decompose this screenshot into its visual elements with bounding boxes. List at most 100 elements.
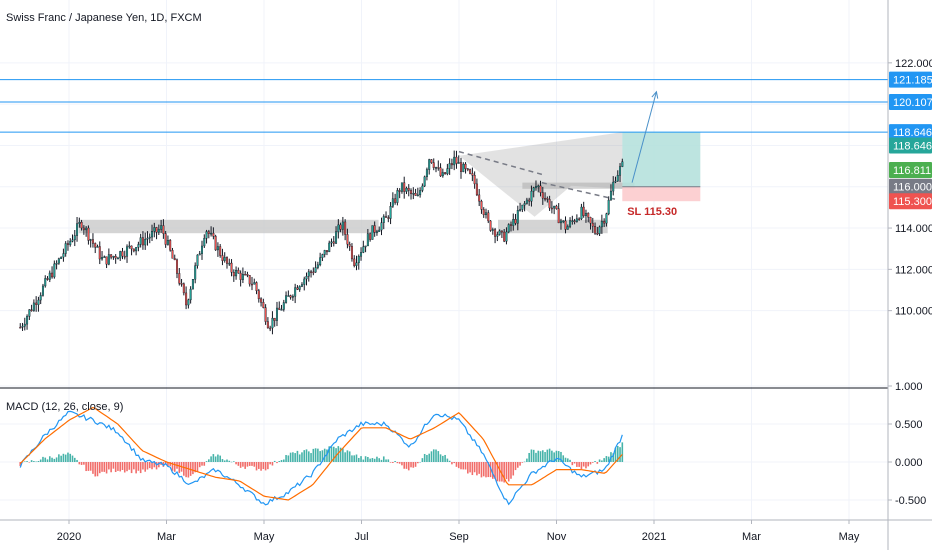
macd-histogram-bar xyxy=(512,462,515,476)
x-tick-label: Sep xyxy=(449,531,469,543)
stop-zone xyxy=(622,186,701,202)
macd-histogram-bar xyxy=(464,462,467,470)
candle-body xyxy=(312,271,315,274)
candle-body xyxy=(400,182,403,192)
macd-histogram-bar xyxy=(357,457,360,462)
macd-histogram-bar xyxy=(519,462,521,466)
macd-histogram-bar xyxy=(280,460,283,462)
macd-histogram-bar xyxy=(541,450,544,462)
macd-histogram-bar xyxy=(453,462,455,464)
macd-histogram-bar xyxy=(310,453,312,462)
candle-body xyxy=(482,209,485,216)
candle-body xyxy=(266,321,269,329)
macd-histogram-bar xyxy=(73,457,76,462)
macd-histogram-bar xyxy=(444,454,446,462)
macd-histogram-bar xyxy=(376,456,378,462)
macd-tick-label: -0.500 xyxy=(895,495,926,507)
candle-body xyxy=(296,287,299,290)
macd-histogram-bar xyxy=(496,462,499,482)
macd-histogram-bar xyxy=(58,454,60,462)
macd-histogram-bar xyxy=(223,460,226,462)
candle-body xyxy=(473,175,476,185)
macd-histogram-bar xyxy=(119,462,122,472)
macd-histogram-bar xyxy=(319,451,321,462)
macd-histogram-bar xyxy=(367,456,369,462)
macd-histogram-bar xyxy=(217,454,219,462)
macd-histogram-bar xyxy=(432,449,435,462)
macd-histogram-bar xyxy=(51,457,53,462)
price-tag xyxy=(889,71,932,88)
macd-histogram-bar xyxy=(455,462,458,467)
candle-body xyxy=(516,210,519,224)
macd-histogram-bar xyxy=(160,462,162,465)
macd-histogram-bar xyxy=(76,459,78,462)
candle-body xyxy=(228,262,231,265)
macd-histogram-bar xyxy=(80,462,83,465)
macd-histogram-bar xyxy=(44,457,47,462)
x-tick-label: Jul xyxy=(354,531,368,543)
macd-histogram-bar xyxy=(276,462,278,464)
macd-histogram-bar xyxy=(285,455,287,462)
macd-histogram-bar xyxy=(403,462,406,469)
macd-histogram-bar xyxy=(605,456,608,462)
candle-body xyxy=(485,212,487,216)
macd-histogram-bar xyxy=(501,462,503,482)
macd-histogram-bar xyxy=(153,462,156,468)
macd-histogram-bar xyxy=(94,462,97,477)
candle-body xyxy=(246,274,249,276)
macd-histogram-bar xyxy=(92,462,94,474)
macd-histogram-bar xyxy=(428,453,430,462)
candle-body xyxy=(241,273,244,280)
candle-body xyxy=(232,272,235,277)
macd-legend: MACD (12, 26, close, 9) xyxy=(6,401,124,413)
macd-histogram-bar xyxy=(55,457,58,462)
trend-dashed-line xyxy=(541,181,616,200)
macd-histogram-bar xyxy=(346,450,349,462)
macd-histogram-bar xyxy=(287,455,290,462)
macd-histogram-bar xyxy=(332,446,335,462)
candle-body xyxy=(305,276,308,280)
macd-histogram-bar xyxy=(378,458,381,462)
candle-body xyxy=(544,198,547,200)
candle-body xyxy=(121,251,124,257)
price-tag xyxy=(889,162,932,178)
macd-histogram-bar xyxy=(360,456,362,462)
candle-body xyxy=(41,285,44,296)
macd-histogram-bar xyxy=(219,455,221,462)
candle-body xyxy=(298,286,301,290)
macd-histogram-bar xyxy=(526,458,528,462)
macd-histogram-bar xyxy=(28,462,31,463)
macd-histogram-bar xyxy=(587,462,590,467)
macd-histogram-bar xyxy=(69,453,72,462)
macd-histogram-bar xyxy=(239,462,242,468)
candle-body xyxy=(237,270,240,274)
candle-body xyxy=(144,238,147,246)
candle-body xyxy=(439,167,442,177)
macd-histogram-bar xyxy=(412,462,415,468)
macd-histogram-bar xyxy=(369,458,371,462)
macd-tick-label: 1.000 xyxy=(895,381,923,393)
macd-histogram-bar xyxy=(117,462,119,471)
macd-histogram-bar xyxy=(123,462,126,473)
macd-histogram-bar xyxy=(442,455,444,462)
macd-histogram-bar xyxy=(607,456,610,462)
macd-histogram-bar xyxy=(616,445,619,462)
candle-body xyxy=(23,323,26,327)
macd-histogram-bar xyxy=(473,462,476,473)
candle-body xyxy=(378,229,381,232)
price-tag-label: 116.000 xyxy=(893,182,932,194)
candle-body xyxy=(57,258,60,264)
macd-histogram-bar xyxy=(569,459,571,462)
macd-histogram-bar xyxy=(387,459,390,462)
candle-body xyxy=(123,255,126,258)
macd-histogram-bar xyxy=(566,458,569,462)
macd-histogram-bar xyxy=(248,462,251,466)
candle-body xyxy=(548,199,551,209)
candle-body xyxy=(328,242,331,253)
macd-histogram-bar xyxy=(130,462,133,474)
support-resistance-zone xyxy=(498,219,608,234)
macd-histogram-bar xyxy=(596,462,599,464)
candle-body xyxy=(19,326,22,329)
